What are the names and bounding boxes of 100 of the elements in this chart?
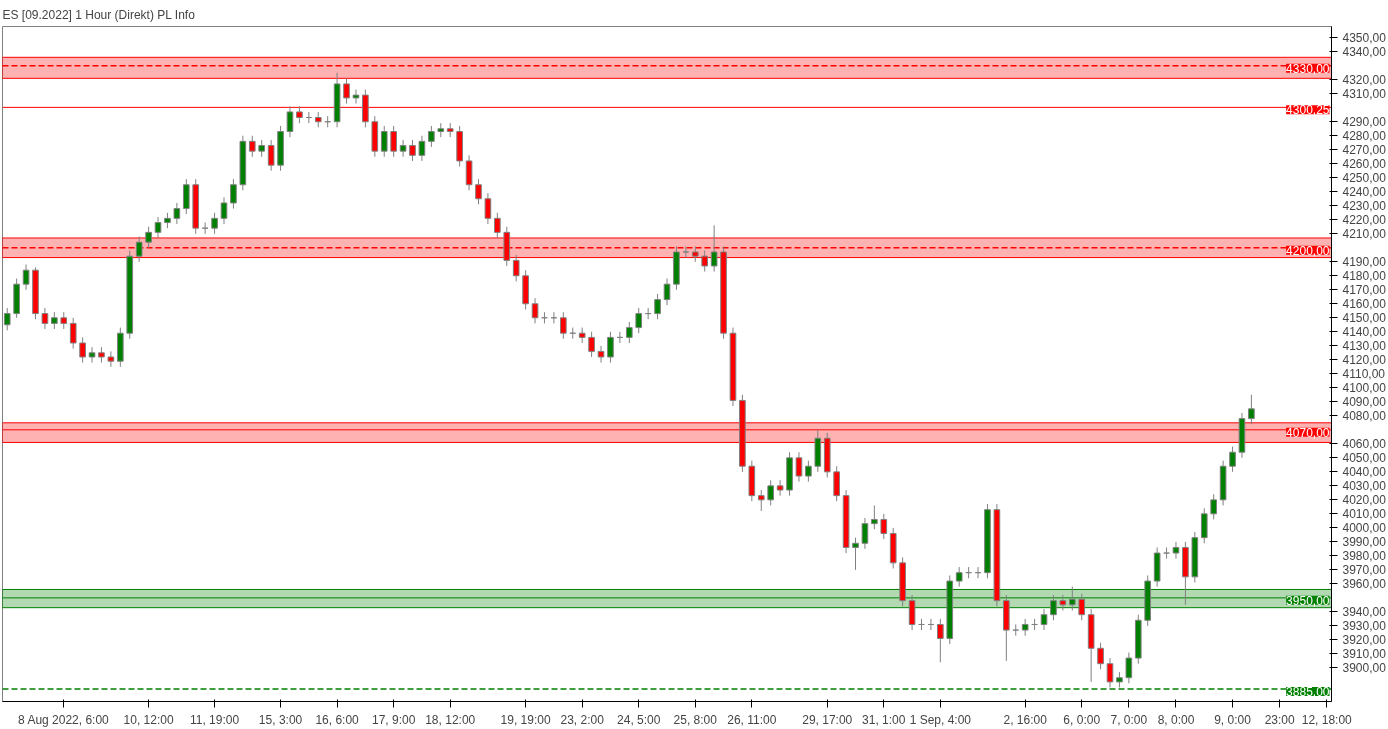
- y-tick-label: 3960,00: [1342, 577, 1387, 592]
- x-tick-label: 29, 17:00: [802, 712, 853, 727]
- chart-title: ES [09.2022] 1 Hour (Direkt) PL Info: [2, 7, 196, 22]
- y-tick-label: 4000,00: [1342, 521, 1387, 536]
- candlestick: [597, 345, 605, 364]
- candlestick: [955, 566, 963, 588]
- y-tick-label: 4080,00: [1342, 409, 1387, 424]
- x-tick-label: 6, 0:00: [1063, 712, 1101, 727]
- candlestick: [635, 307, 643, 334]
- candlestick: [1125, 651, 1133, 684]
- x-tick-label: 18, 12:00: [425, 712, 476, 727]
- ref-line-label: 4070,00: [1286, 425, 1330, 440]
- x-tick-label: 9, 0:00: [1214, 712, 1252, 727]
- x-tick-label: 26, 11:00: [727, 712, 777, 727]
- y-tick-label: 4150,00: [1342, 311, 1387, 326]
- y-tick-label: 4120,00: [1342, 353, 1387, 368]
- candlestick: [352, 89, 360, 105]
- x-tick-label: 10, 12:00: [123, 712, 174, 727]
- candlestick: [1248, 394, 1255, 425]
- candlestick: [286, 105, 294, 138]
- candlestick: [79, 336, 86, 364]
- candlestick: [908, 594, 916, 631]
- x-tick-label: 24, 5:00: [617, 712, 661, 727]
- y-tick-label: 4220,00: [1342, 213, 1387, 228]
- y-tick-label: 3920,00: [1342, 633, 1387, 648]
- y-tick-label: 4160,00: [1342, 297, 1387, 312]
- candlestick: [852, 537, 859, 571]
- x-tick-label: 23:00: [1264, 712, 1295, 727]
- candlestick: [154, 216, 162, 239]
- candlestick: [1040, 608, 1048, 631]
- y-tick-label: 4010,00: [1342, 507, 1387, 522]
- y-tick-label: 4050,00: [1342, 451, 1387, 466]
- candlestick: [248, 135, 256, 158]
- candlestick: [871, 504, 878, 530]
- candlestick: [625, 321, 633, 344]
- y-tick-label: 4170,00: [1342, 283, 1387, 298]
- y-tick-label: 4320,00: [1342, 73, 1387, 88]
- candlestick: [22, 264, 30, 291]
- y-tick-label: 4130,00: [1342, 339, 1387, 354]
- candlestick: [805, 460, 812, 483]
- candlestick: [512, 254, 520, 282]
- y-tick-label: 4350,00: [1342, 31, 1387, 46]
- y-tick-label: 4340,00: [1342, 45, 1387, 60]
- y-tick-label: 4030,00: [1342, 479, 1387, 494]
- candlestick: [682, 245, 690, 259]
- candlestick: [380, 125, 388, 158]
- candlestick: [767, 479, 775, 506]
- candlestick: [173, 202, 181, 225]
- candlestick: [710, 224, 718, 273]
- candlestick: [531, 297, 539, 324]
- candlestick: [1200, 507, 1208, 544]
- ref-line-label: 4300,25: [1286, 103, 1330, 118]
- candlestick: [135, 236, 143, 263]
- candlestick: [69, 317, 77, 350]
- candlestick: [861, 517, 869, 550]
- candlestick: [776, 479, 784, 497]
- candlestick: [654, 293, 661, 320]
- y-tick-label: 4260,00: [1342, 157, 1387, 172]
- y-tick-label: 4210,00: [1342, 227, 1387, 242]
- y-tick-label: 4110,00: [1342, 367, 1386, 382]
- ref-line-label: 3885,00: [1286, 684, 1330, 699]
- x-tick-label: 7, 0:00: [1110, 712, 1148, 727]
- y-tick-label: 4020,00: [1342, 493, 1387, 508]
- candlestick: [1097, 642, 1104, 670]
- y-tick-label: 4140,00: [1342, 325, 1387, 340]
- candlestick: [1012, 623, 1020, 637]
- x-tick-label: 25, 8:00: [673, 712, 718, 727]
- candlestick: [559, 311, 567, 340]
- candlestick: [399, 139, 407, 158]
- y-tick-label: 4100,00: [1342, 381, 1387, 396]
- y-tick-label: 3980,00: [1342, 549, 1387, 564]
- candlestick: [343, 77, 350, 105]
- y-tick-label: 4270,00: [1342, 143, 1387, 158]
- candlestick: [390, 125, 397, 158]
- y-tick-label: 3990,00: [1342, 535, 1387, 550]
- y-tick-label: 3940,00: [1342, 605, 1387, 620]
- candlestick: [428, 125, 435, 148]
- candlestick: [41, 307, 49, 330]
- candlestick: [107, 350, 115, 368]
- y-tick-label: 4310,00: [1342, 87, 1387, 102]
- x-tick-label: 1 Sep, 4:00: [909, 712, 972, 727]
- y-tick-label: 4040,00: [1342, 465, 1387, 480]
- candlestick: [220, 196, 228, 225]
- candlestick: [757, 489, 765, 512]
- candlestick: [607, 331, 614, 364]
- x-tick-label: 8 Aug 2022, 6:00: [18, 712, 110, 727]
- candlestick: [1059, 594, 1067, 611]
- x-tick-label: 8, 0:00: [1157, 712, 1195, 727]
- candlestick: [465, 154, 473, 191]
- y-tick-label: 4240,00: [1342, 185, 1387, 200]
- y-tick-label: 4230,00: [1342, 199, 1387, 214]
- y-tick-label: 4060,00: [1342, 437, 1387, 452]
- candlestick: [1172, 541, 1180, 560]
- candlestick: [1163, 546, 1170, 560]
- candlestick: [588, 331, 595, 358]
- x-tick-label: 31, 1:00: [862, 712, 906, 727]
- y-tick-label: 4290,00: [1342, 115, 1387, 130]
- x-tick-label: 2, 16:00: [1003, 712, 1048, 727]
- y-tick-label: 4180,00: [1342, 269, 1387, 284]
- candlestick: [211, 212, 218, 235]
